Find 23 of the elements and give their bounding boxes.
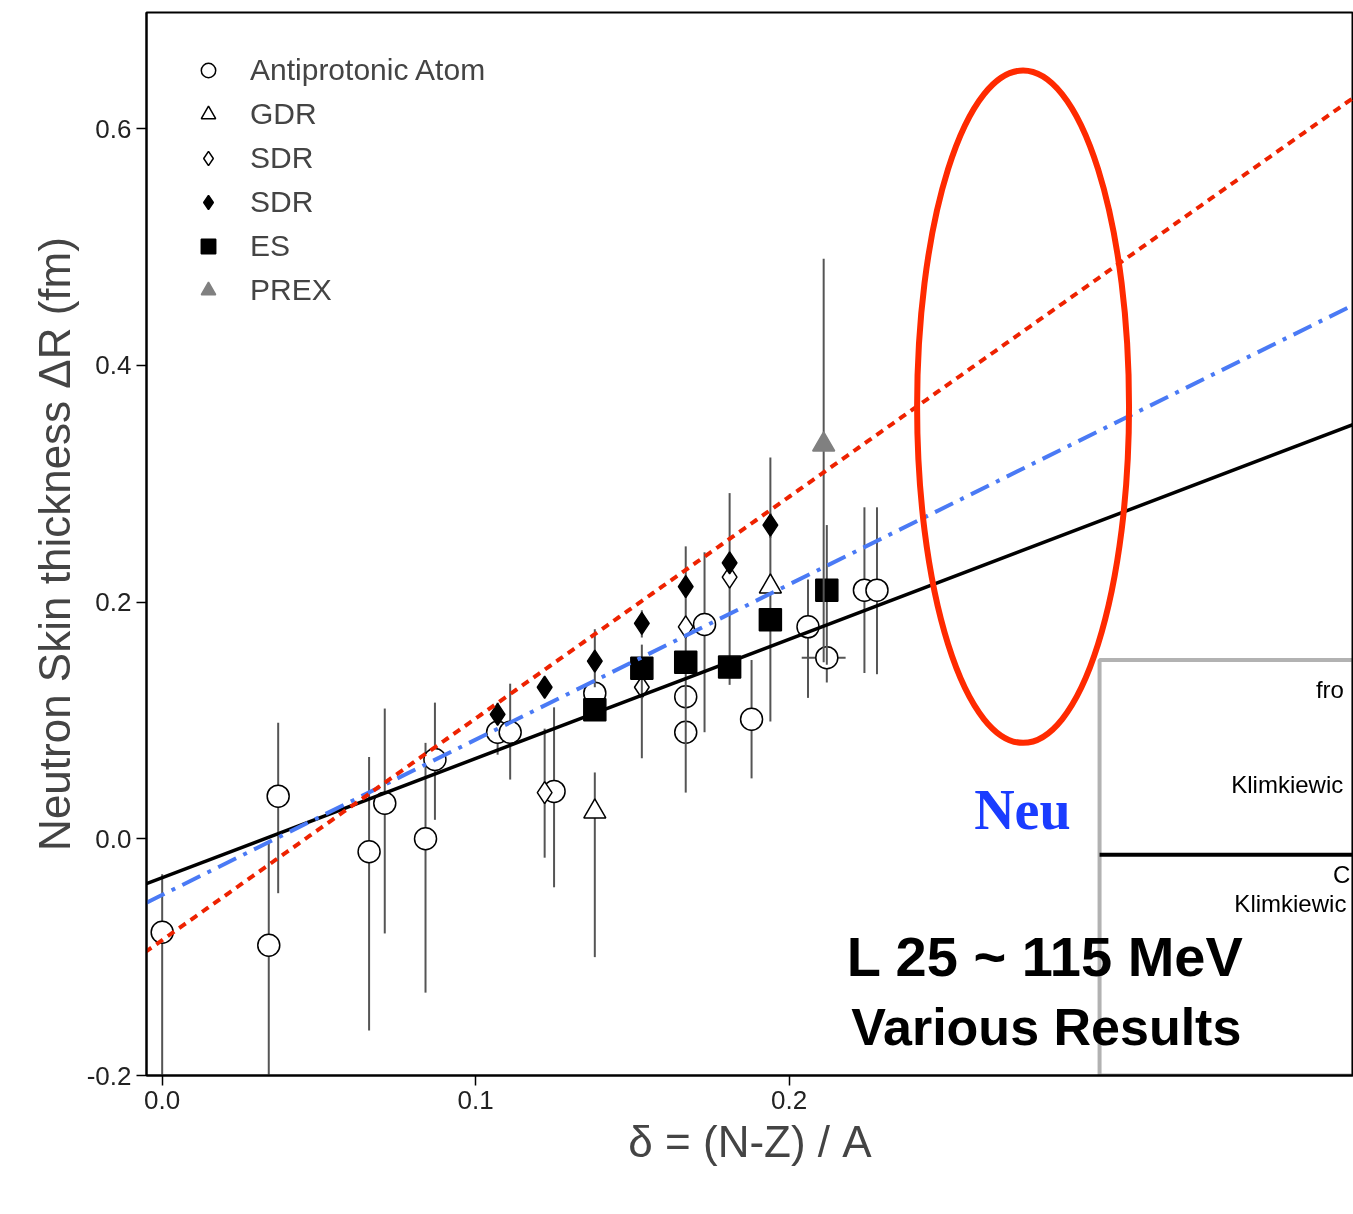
- x-tick-label: 0.0: [144, 1084, 181, 1115]
- annotation: L 25 ~ 115 MeV: [846, 925, 1243, 989]
- x-tick-label: 0.1: [457, 1084, 494, 1115]
- y-tick-label: 0.2: [95, 587, 132, 617]
- annotation: Various Results: [851, 997, 1242, 1056]
- legend-label: Antiprotonic Atom: [250, 53, 486, 87]
- y-tick-label: 0.4: [95, 350, 132, 381]
- legend-label: GDR: [250, 97, 317, 131]
- y-tick-label: 0.6: [95, 113, 132, 144]
- y-tick-label: -0.2: [86, 1060, 132, 1091]
- annotation: Klimkiewic: [1234, 890, 1347, 918]
- x-tick-label: 0.2: [771, 1084, 808, 1115]
- y-axis-title: Neutron Skin thickness ΔR (fm): [29, 237, 79, 851]
- annotation: Neu: [974, 778, 1071, 841]
- annotation: fro: [1315, 676, 1344, 704]
- annotation: Klimkiewic: [1231, 771, 1344, 799]
- legend-label: PREX: [250, 273, 332, 307]
- annotation: C: [1333, 860, 1351, 888]
- legend-label: SDR: [250, 185, 314, 219]
- legend-label: SDR: [250, 141, 314, 175]
- x-axis-title: δ = (N-Z) / A: [628, 1116, 873, 1166]
- y-tick-label: 0.0: [95, 823, 132, 854]
- legend-label: ES: [250, 229, 291, 263]
